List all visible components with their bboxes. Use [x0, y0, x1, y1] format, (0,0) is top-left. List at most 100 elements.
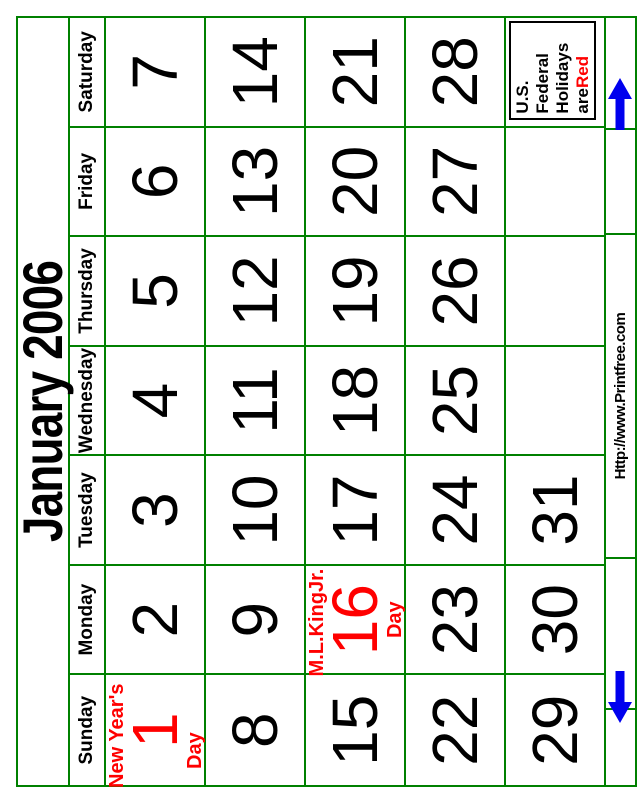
printfree-url: Http://www.Printfree.com [612, 312, 629, 480]
day-cell: 21 [304, 18, 404, 128]
footer-cell [606, 130, 635, 235]
day-number: 1 [119, 712, 191, 749]
day-number: 4 [119, 382, 191, 419]
day-number: 29 [519, 694, 591, 766]
day-cell: 10 [204, 456, 304, 566]
day-cell: 8 [204, 675, 304, 785]
prev-month-arrow-icon[interactable] [608, 671, 632, 723]
day-number: 18 [319, 364, 391, 437]
day-number: 30 [519, 584, 591, 656]
day-number: 12 [219, 255, 291, 327]
day-number: 7 [119, 54, 191, 90]
day-number: 5 [119, 273, 191, 309]
calendar-title-row: January 2006 [11, 18, 74, 785]
day-cell: 24 [404, 456, 504, 566]
day-number: 31 [519, 474, 591, 546]
day-cell: 30 [504, 565, 604, 676]
day-number: 15 [319, 694, 391, 766]
day-number: 20 [319, 145, 391, 217]
day-cell: 14 [204, 18, 304, 128]
day-number: 21 [319, 36, 391, 108]
weekday-label: Tuesday [76, 472, 97, 548]
weekday-label: Wednesday [76, 347, 97, 454]
legend-are-text: are [573, 88, 592, 114]
day-cell-empty [504, 237, 604, 347]
day-number: 22 [419, 694, 491, 766]
day-cell: 28 [404, 18, 504, 128]
legend-line: Federal [533, 53, 552, 114]
day-cell: 18 [304, 346, 404, 457]
weekday-header-friday: Friday [70, 127, 104, 238]
day-cell-holiday-mlk: M.L.KingJr. 16 Day [304, 565, 406, 677]
day-cell: 20 [304, 127, 404, 238]
day-cell: 17 [304, 456, 404, 566]
weekday-label: Sunday [76, 695, 97, 765]
legend-line: areRed [573, 27, 593, 114]
weekday-header-thursday: Thursday [70, 237, 104, 347]
day-number: 9 [219, 601, 291, 638]
calendar-title: January 2006 [11, 260, 74, 543]
day-cell: 27 [404, 127, 504, 238]
legend-line: U.S. [513, 80, 532, 114]
day-cell: 4 [104, 346, 204, 457]
day-number: 8 [219, 712, 291, 749]
day-number: 14 [219, 36, 291, 108]
calendar: January 2006 Sunday Monday Tuesday Wedne… [11, 16, 637, 788]
day-cell: 6 [104, 127, 204, 238]
holiday-label: Day [184, 732, 206, 769]
day-cell: 19 [304, 237, 404, 347]
legend-red-text: Red [573, 55, 592, 89]
day-cell: 11 [204, 346, 304, 457]
day-cell-empty [504, 127, 604, 238]
day-number: 26 [419, 255, 491, 327]
day-cell: 12 [204, 237, 304, 347]
day-cell: 2 [104, 565, 204, 676]
footer-cell: Http://www.Printfree.com [606, 235, 635, 559]
day-number: 27 [419, 145, 491, 217]
day-cell-empty [504, 346, 604, 457]
weekday-label: Friday [76, 152, 97, 210]
day-cell: 5 [104, 237, 204, 347]
calendar-grid: Sunday Monday Tuesday Wednesday Thursday… [70, 18, 604, 788]
day-number: 2 [119, 601, 191, 638]
weekday-label: Monday [76, 583, 97, 656]
day-number: 11 [219, 367, 291, 434]
day-cell: 22 [404, 675, 504, 785]
next-month-arrow-icon[interactable] [608, 78, 632, 130]
holiday-label: Day [384, 601, 406, 639]
holiday-label: M.L.KingJr. [306, 568, 328, 677]
weekday-header-saturday: Saturday [70, 18, 104, 128]
day-cell-legend: U.S. Federal Holidays areRed [504, 18, 604, 128]
day-number: 24 [419, 474, 491, 546]
day-cell: 3 [104, 456, 204, 566]
day-cell: 25 [404, 346, 504, 457]
day-number: 28 [419, 36, 491, 108]
weekday-label: Saturday [76, 31, 97, 113]
day-number: 10 [219, 474, 291, 546]
weekday-label: Thursday [76, 248, 97, 334]
day-number: 23 [419, 584, 491, 656]
weekday-header-monday: Monday [70, 565, 104, 676]
weekday-header-wednesday: Wednesday [70, 346, 104, 457]
day-number: 3 [119, 492, 191, 528]
day-number: 6 [119, 163, 191, 200]
federal-holidays-legend: U.S. Federal Holidays areRed [509, 21, 596, 120]
day-cell: 26 [404, 237, 504, 347]
day-cell: 7 [104, 18, 204, 128]
day-cell: 31 [504, 456, 604, 566]
legend-line: Holidays [553, 42, 572, 114]
day-cell: 15 [304, 675, 404, 785]
day-cell-holiday-new-years: New Year's 1 Day [104, 675, 206, 788]
day-number: 19 [319, 255, 391, 327]
day-cell: 9 [204, 565, 304, 676]
day-cell: 13 [204, 127, 304, 238]
day-cell: 29 [504, 675, 604, 785]
day-number: 17 [319, 474, 391, 546]
day-number: 13 [219, 145, 291, 217]
weekday-header-tuesday: Tuesday [70, 456, 104, 566]
day-number: 25 [419, 364, 491, 437]
weekday-header-sunday: Sunday [70, 675, 104, 785]
holiday-label: New Year's [106, 683, 128, 788]
